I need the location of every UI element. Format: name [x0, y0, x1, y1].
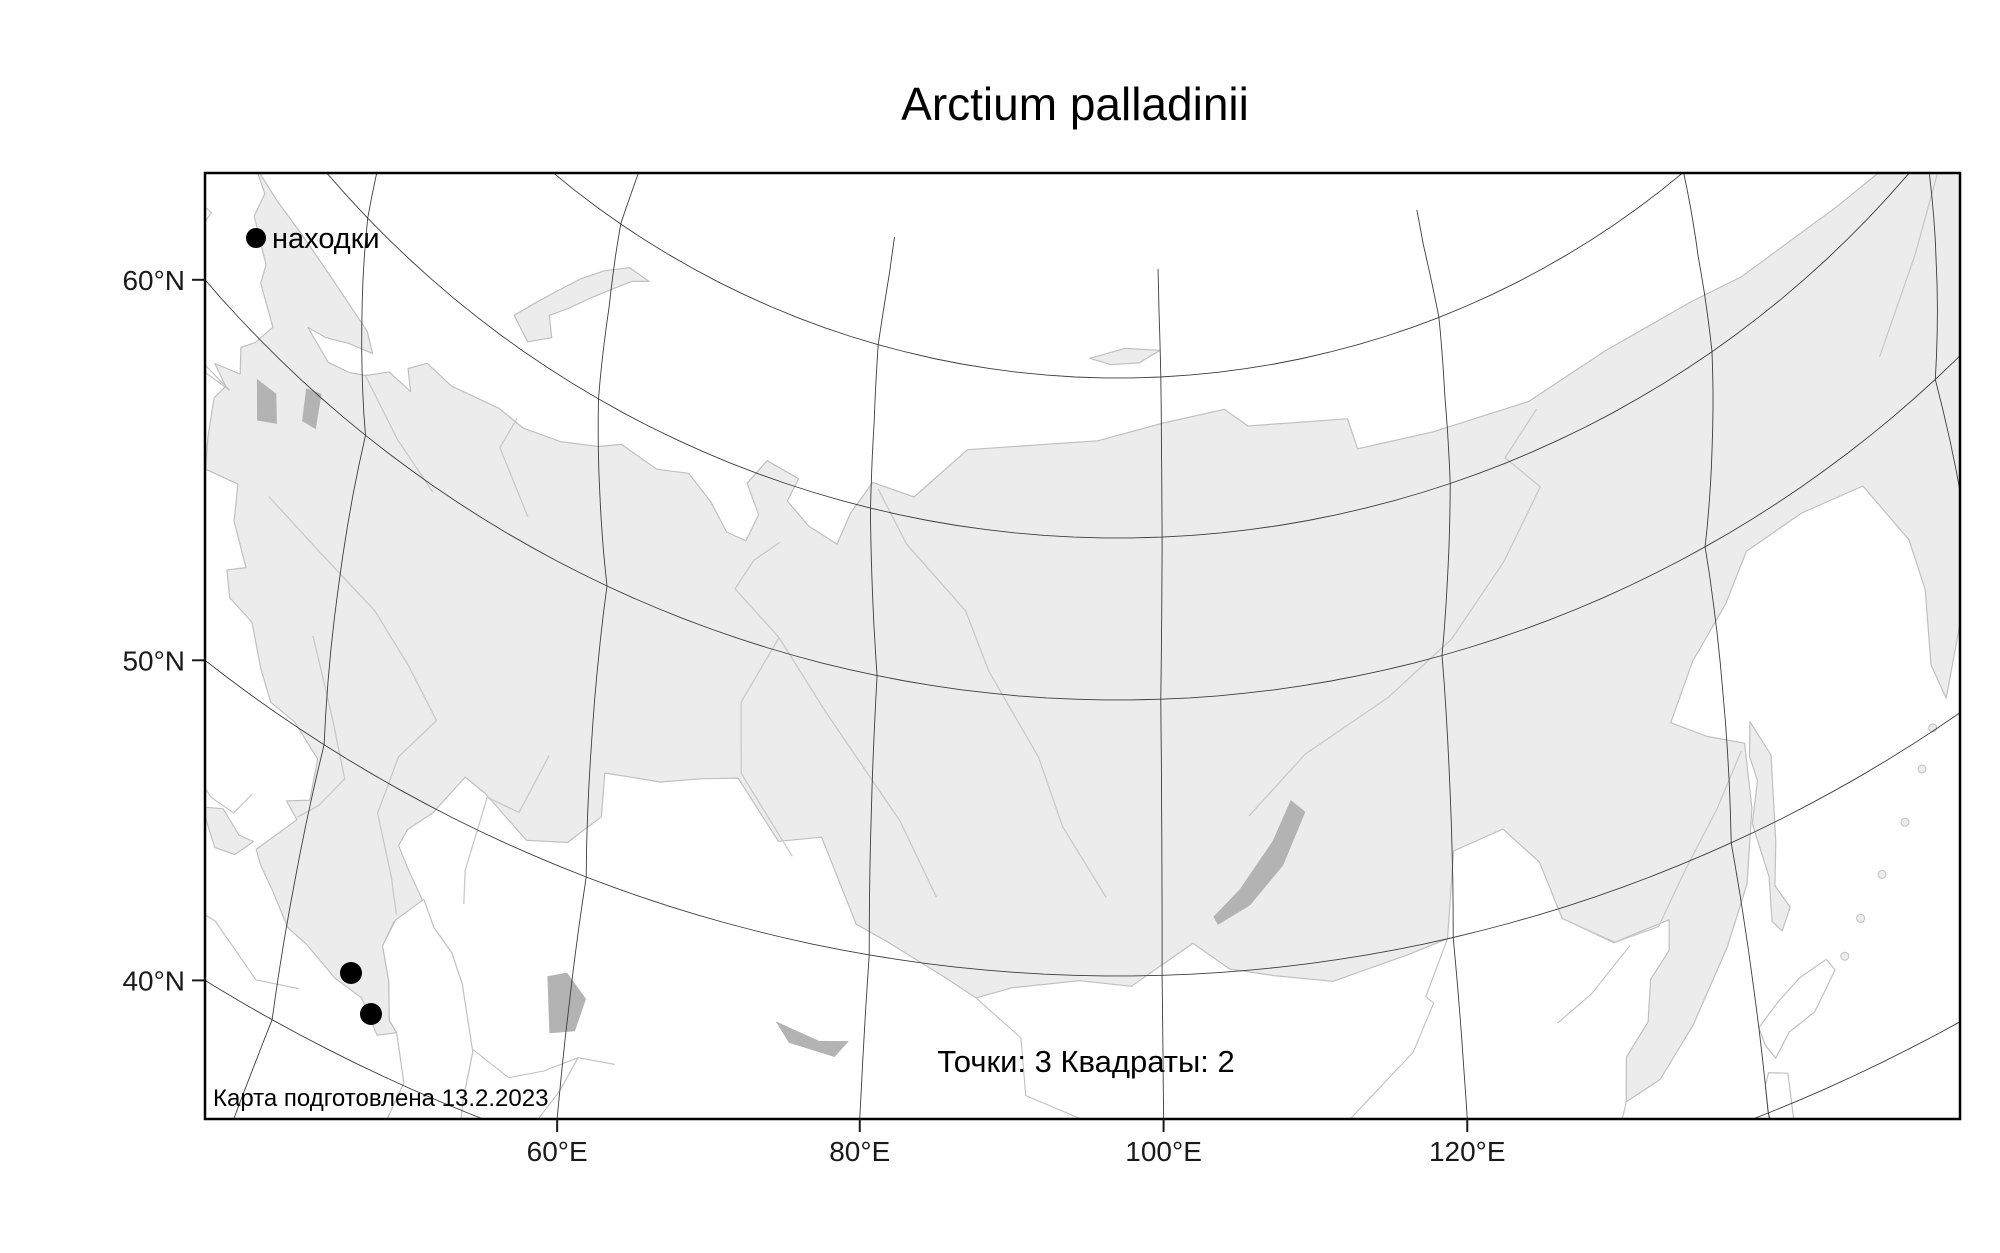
x-axis-label: 120°E	[1429, 1136, 1506, 1167]
land-layer	[205, 173, 1960, 1103]
meridian-60E	[556, 173, 640, 1119]
yenisei-river	[877, 488, 1107, 898]
kuril-island	[1917, 764, 1927, 774]
lena-river	[1248, 408, 1542, 817]
meridian-40E	[233, 173, 378, 1119]
y-axis-label: 60°N	[122, 265, 185, 296]
russia-landmass	[205, 173, 1960, 1103]
map-legend: находки	[246, 223, 380, 255]
kuril-island	[1856, 913, 1866, 923]
water-layer	[381, 898, 474, 1119]
volga-river	[268, 495, 438, 915]
sakhalin-island	[1748, 721, 1791, 932]
central-asia-1-line	[471, 1048, 615, 1079]
scandinavia-line	[205, 206, 231, 391]
meridian-120E	[1416, 209, 1468, 1119]
neighbor-coastlines-layer	[205, 206, 1836, 1119]
prepared-label: Карта подготовлена 13.2.2023	[213, 1085, 548, 1112]
baltic-coast-line	[205, 371, 231, 391]
lakes-layer	[256, 378, 1306, 1057]
korea-china-coast-line	[1621, 1101, 1627, 1119]
baikal-lake	[1213, 800, 1306, 925]
mongolia-border-line	[975, 938, 1449, 1119]
page-title: Arctium palladinii	[901, 78, 1249, 130]
x-axis-label: 60°E	[527, 1136, 588, 1167]
stats-label: Точки: 3 Квадраты: 2	[937, 1044, 1234, 1079]
x-axis-label: 100°E	[1125, 1136, 1202, 1167]
caspian-sea	[381, 898, 474, 1119]
aral-lake	[547, 972, 586, 1034]
ukraine-coast-line	[205, 786, 253, 814]
pechora-river	[499, 418, 529, 518]
y-axis-label: 40°N	[122, 965, 185, 996]
crimea-land	[205, 806, 255, 856]
onega-lake	[302, 388, 322, 430]
amur-river	[1562, 751, 1742, 944]
ladoga-lake	[256, 378, 277, 424]
irtysh-river	[740, 637, 793, 857]
legend-label: находки	[272, 223, 380, 255]
honshu-island	[1764, 1072, 1795, 1119]
axis-labels-layer: 60°N 50°N 40°N 60°E 80°E 100°E 120°E	[122, 265, 1505, 1167]
rivers-layer	[268, 173, 1939, 944]
occurrence-point	[360, 1003, 382, 1025]
occurrence-dot-icon	[246, 228, 266, 248]
map-frame	[203, 171, 1962, 1121]
don-river	[297, 635, 346, 818]
turkey-coast-line	[205, 914, 299, 990]
kuril-island	[1900, 817, 1910, 827]
dvina-river	[364, 375, 434, 493]
severnaya-zemlya-island	[1089, 347, 1161, 366]
sungari-line	[1557, 944, 1631, 1024]
novaya-zemlya-island	[513, 267, 650, 343]
balkhash-lake	[775, 1021, 849, 1057]
x-axis-label: 80°E	[829, 1136, 890, 1167]
occurrence-point	[340, 962, 362, 984]
y-axis-label: 50°N	[122, 645, 185, 676]
meridian-100E	[1157, 268, 1165, 1119]
axis-ticks-layer	[192, 278, 1469, 1132]
kuril-island	[1877, 869, 1887, 879]
meridian-80E	[859, 236, 895, 1119]
meridian-160E	[1928, 173, 1960, 494]
occurrence-points-layer	[340, 962, 382, 1025]
hokkaido-island	[1758, 958, 1836, 1060]
kuril-island	[1840, 951, 1850, 961]
meridian-140E	[1683, 173, 1771, 1119]
kolyma-river	[1878, 173, 1939, 358]
ural-river-river	[463, 754, 550, 905]
